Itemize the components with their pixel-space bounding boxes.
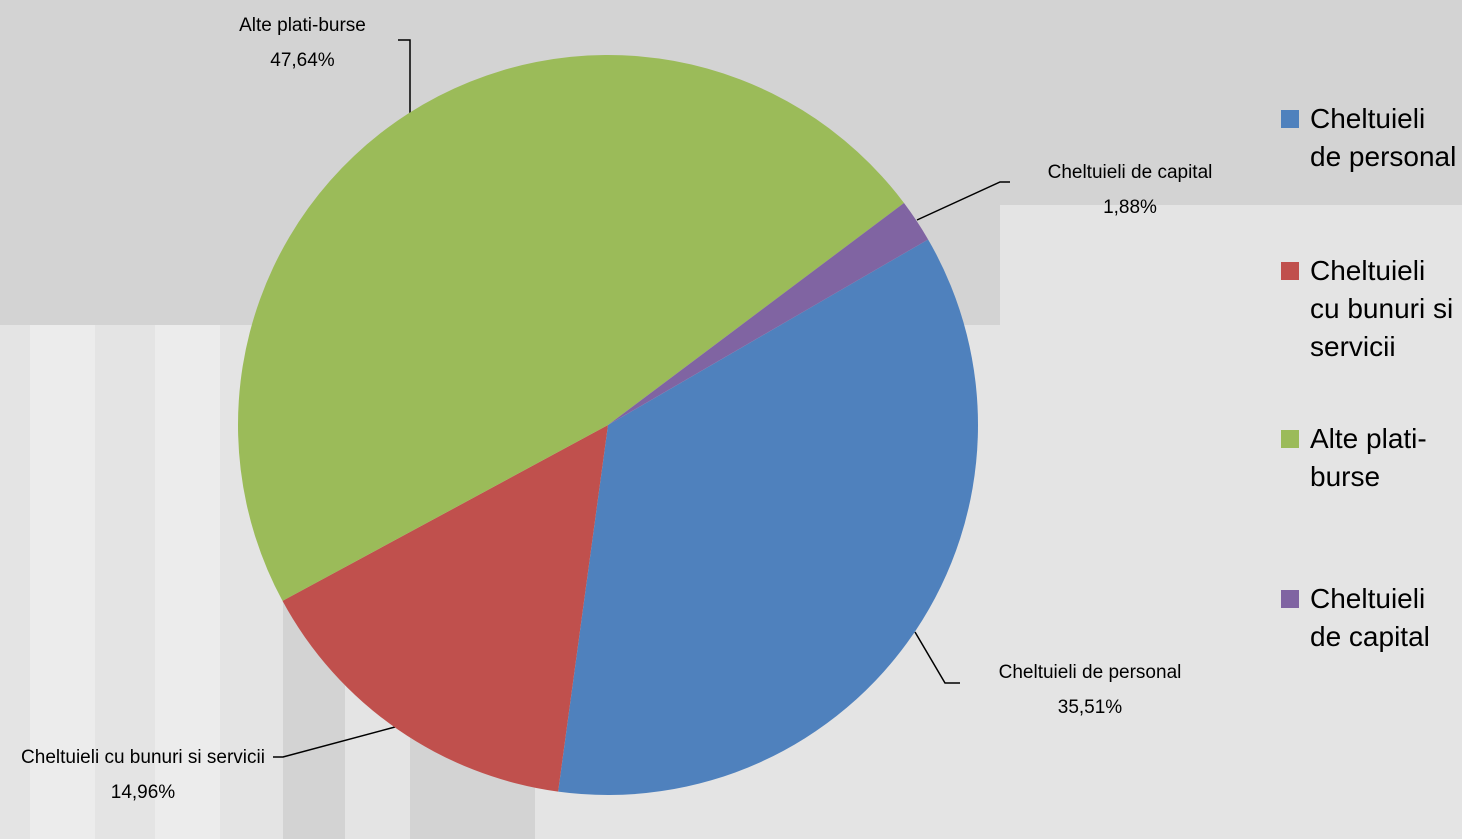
leader-line [273,726,396,758]
data-label-name: Cheltuieli de personal [998,662,1182,683]
legend-swatch [1281,590,1299,608]
data-label: Alte plati-burse 47,64% [190,8,415,78]
pie-slice [238,55,905,601]
pie-slice [282,425,608,792]
legend-swatch [1281,430,1299,448]
legend-swatch [1281,262,1299,280]
legend-label: Cheltuieli cu bunuri si servicii [1310,255,1454,362]
legend-label: Cheltuieli de personal [1310,103,1457,172]
pie-slice [608,203,929,425]
legend-label: Cheltuieli de capital [1310,583,1430,652]
data-label: Cheltuieli cu bunuri si servicii 14,96% [0,740,286,810]
data-label-value: 35,51% [1057,697,1123,718]
data-label-value: 1,88% [1103,197,1157,218]
legend-swatch [1281,110,1299,128]
data-label: Cheltuieli de personal 35,51% [940,655,1240,725]
data-label-name: Alte plati-burse [239,15,366,36]
leader-line [914,631,960,684]
leader-line [398,39,411,115]
data-label: Cheltuieli de capital 1,88% [1000,155,1260,225]
data-label-name: Cheltuieli cu bunuri si servicii [21,747,265,768]
stripe [155,325,220,839]
pie-slice [558,239,978,795]
leader-line [916,181,1010,221]
stripe [30,325,95,839]
legend-label: Alte plati-burse [1310,423,1427,492]
data-label-value: 14,96% [110,782,176,803]
data-label-value: 47,64% [270,50,335,71]
data-label-name: Cheltuieli de capital [1047,162,1213,183]
